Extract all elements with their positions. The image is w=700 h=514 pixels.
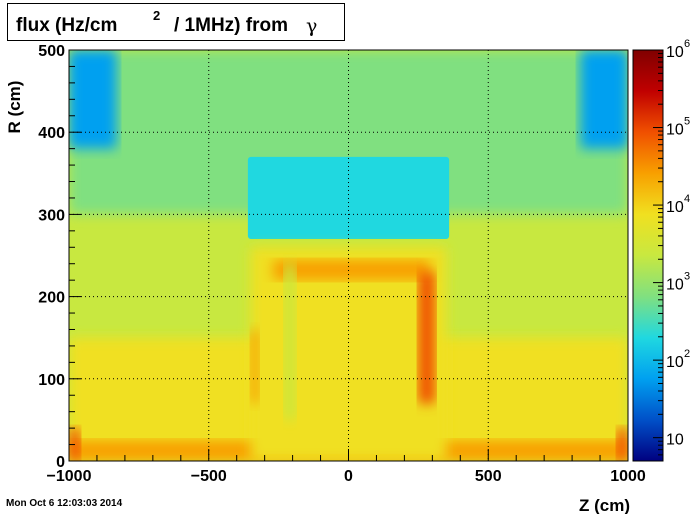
x-tick-label: 500 [475,468,502,485]
title-gamma-symbol: γ [306,15,318,37]
heatmap-area [69,50,628,461]
heatmap-region-upper-sky [69,50,628,215]
heatmap-region-corner-left [69,50,117,149]
heatmap-region-cool-pillar [284,263,296,420]
heatmap-region-corner-right [580,50,628,149]
colorbar-tick-exponent: 4 [684,193,690,205]
x-axis-label: Z (cm) [579,496,630,514]
colorbar-tick-label: 10 [666,354,684,371]
y-tick-label: 500 [38,43,65,60]
y-tick-label: 100 [38,372,65,389]
x-tick-label: 1000 [610,468,646,485]
colorbar-tick-label: 10 [666,44,684,61]
colorbar-tick-exponent: 6 [684,38,690,50]
heatmap-region-hot-pillar-right [418,271,436,404]
title-rest: / 1MHz) from [174,15,288,36]
x-tick-label: −1000 [47,468,92,485]
y-tick-label: 300 [38,207,65,224]
y-tick-label: 0 [56,454,65,471]
colorbar-tick-label: 10 [666,122,684,139]
y-axis-label: R (cm) [5,81,24,134]
heatmap-region-hot-stripe [273,259,430,281]
timestamp: Mon Oct 6 12:03:03 2014 [6,498,123,509]
y-tick-label: 400 [38,125,65,142]
colorbar-tick-label: 10 [666,432,684,449]
heatmap-region-hot-corner-right [616,428,628,461]
axes: −1000 −500 0 500 1000 0 100 200 300 400 500 [38,43,646,485]
colorbar [632,49,664,462]
grid-lines [69,50,628,461]
colorbar-tick-label: 10 [666,277,684,294]
title-superscript: 2 [153,8,161,23]
colorbar-tick-exponent: 2 [684,348,690,360]
colorbar-tick-exponent: 3 [684,271,690,283]
y-tick-label: 200 [38,290,65,307]
title-main: flux (Hz/cm [16,15,118,36]
colorbar-tick-label: 10 [666,199,684,216]
x-tick-label: −500 [191,468,227,485]
heatmap-region-hot-pillar-left [250,329,260,404]
x-tick-label: 0 [344,468,353,485]
colorbar-tick-exponent: 5 [684,116,690,128]
chart-title: flux (Hz/cm 2 / 1MHz) from γ [7,3,345,41]
heatmap-region-calorimeter-top [247,156,450,240]
